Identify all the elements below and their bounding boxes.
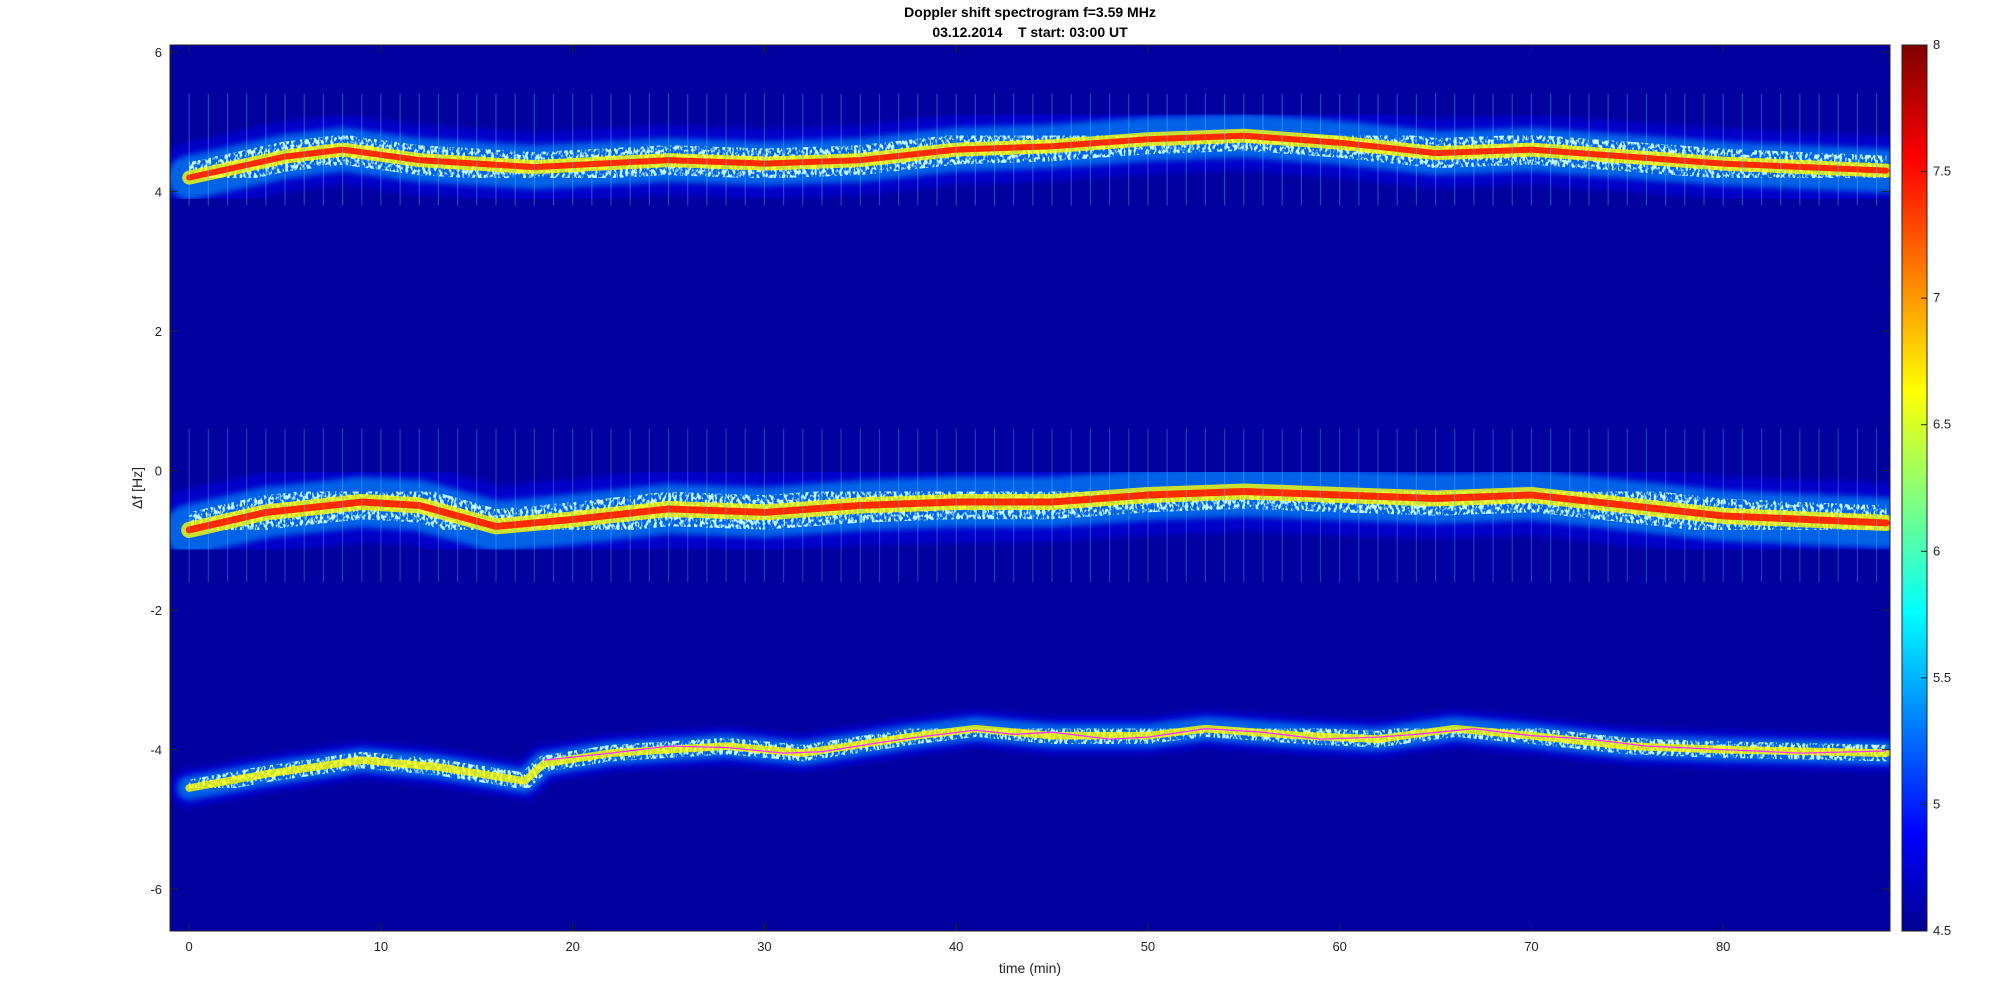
chart-subtitle: 03.12.2014 T start: 03:00 UT (932, 24, 1128, 40)
y-tick-label: 2 (155, 324, 162, 339)
spectrogram-traces (170, 100, 1890, 808)
x-tick-label: 70 (1524, 939, 1538, 954)
y-tick-label: -2 (150, 603, 162, 618)
tracked-frequency-line (543, 728, 1887, 761)
y-axis-label: Δf [Hz] (129, 467, 145, 509)
plot-frame (169, 44, 1891, 932)
y-tick-label: -6 (150, 882, 162, 897)
x-tick-label: 50 (1141, 939, 1155, 954)
y-tick-label: -4 (150, 743, 162, 758)
x-tick-label: 80 (1716, 939, 1730, 954)
colorbar-ticks: 4.5 5 5.5 6 6.5 7 7.5 8 (1921, 37, 1951, 938)
y-axis-ticks: -6 -4 -2 0 2 4 6 (150, 45, 1890, 897)
x-tick-label: 20 (565, 939, 579, 954)
x-tick-label: 60 (1332, 939, 1346, 954)
y-tick-label: 0 (155, 464, 162, 479)
colorbar-tick-label: 4.5 (1933, 923, 1951, 938)
spectral-trace-2 (170, 709, 1890, 808)
chart-title: Doppler shift spectrogram f=3.59 MHz (904, 4, 1156, 20)
colorbar-tick-label: 7 (1933, 290, 1940, 305)
y-tick-label: 6 (155, 45, 162, 60)
colorbar (1901, 44, 1928, 932)
colorbar-tick-label: 5 (1933, 796, 1940, 811)
colorbar-tick-label: 6.5 (1933, 417, 1951, 432)
x-tick-label: 30 (757, 939, 771, 954)
x-tick-label: 40 (949, 939, 963, 954)
colorbar-tick-label: 5.5 (1933, 670, 1951, 685)
colorbar-tick-label: 6 (1933, 543, 1940, 558)
spectral-trace-0 (170, 100, 1890, 213)
x-tick-label: 10 (374, 939, 388, 954)
time-stripes (188, 93, 1878, 583)
colorbar-tick-label: 7.5 (1933, 164, 1951, 179)
colorbar-tick-label: 8 (1933, 37, 1940, 52)
y-tick-label: 4 (155, 185, 162, 200)
x-axis-label: time (min) (999, 960, 1061, 976)
x-axis-ticks: 0 10 20 30 40 50 60 70 80 (186, 45, 1730, 954)
x-tick-label: 0 (186, 939, 193, 954)
spectral-trace-1 (170, 451, 1890, 571)
